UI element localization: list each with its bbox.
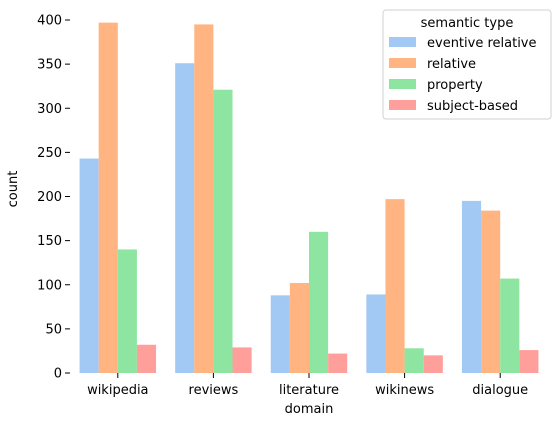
x-axis-label: domain [285,402,334,417]
y-axis: 0 50 100 150 200 250 300 350 400 [37,14,70,382]
bars-group [79,22,539,374]
y-tick-label: 250 [37,146,62,161]
x-tick-label: reviews [189,383,239,398]
y-tick-label: 150 [37,234,62,249]
legend-label: subject-based [427,99,518,114]
y-tick-label: 400 [37,14,62,29]
bar-wikipedia-relative [98,22,118,374]
legend-title: semantic type [421,16,514,31]
bar-wikipedia-subject-based [136,344,157,373]
bar-literature-subject-based [328,353,348,373]
y-tick-label: 200 [37,190,62,205]
legend-swatch [389,58,416,68]
x-axis: wikipedia reviews literature wikinews dialog… [87,373,528,398]
legend-swatch [389,100,416,110]
legend: semantic type eventive relative relative p… [382,9,552,120]
y-tick-label: 50 [45,322,62,337]
bar-literature-property [309,231,329,373]
bar-reviews-property [213,89,233,373]
bar-reviews-relative [194,24,214,373]
x-tick-label: dialogue [472,383,528,398]
x-tick-label: literature [279,383,339,398]
bar-dialogue-property [500,278,520,373]
y-axis-label: count [6,171,21,208]
x-tick-label: wikipedia [87,383,148,398]
bar-literature-eventive-relative [270,295,290,373]
bar-reviews-eventive-relative [175,63,195,374]
y-tick-label: 300 [37,102,62,117]
bar-wikipedia-eventive-relative [79,158,99,373]
legend-label: relative [427,57,476,72]
legend-swatch [389,37,416,47]
bar-wikinews-eventive-relative [366,294,386,373]
legend-frame [382,9,552,120]
legend-swatch [389,79,416,89]
y-tick-label: 350 [37,58,62,73]
bar-literature-relative [289,282,309,373]
y-tick-label: 100 [37,278,62,293]
bar-wikinews-subject-based [423,355,443,373]
bar-wikinews-property [404,348,424,373]
x-tick-label: wikinews [375,383,434,398]
legend-label: eventive relative [427,36,537,51]
bar-reviews-subject-based [232,347,252,373]
bar-wikipedia-property [117,249,137,373]
bar-dialogue-subject-based [519,350,539,373]
legend-label: property [427,78,483,93]
bar-wikinews-relative [385,199,405,373]
bar-dialogue-eventive-relative [461,200,482,373]
y-tick-label: 0 [54,367,62,382]
legend-items: eventive relative relative property subject… [389,36,537,114]
bar-dialogue-relative [481,210,501,373]
